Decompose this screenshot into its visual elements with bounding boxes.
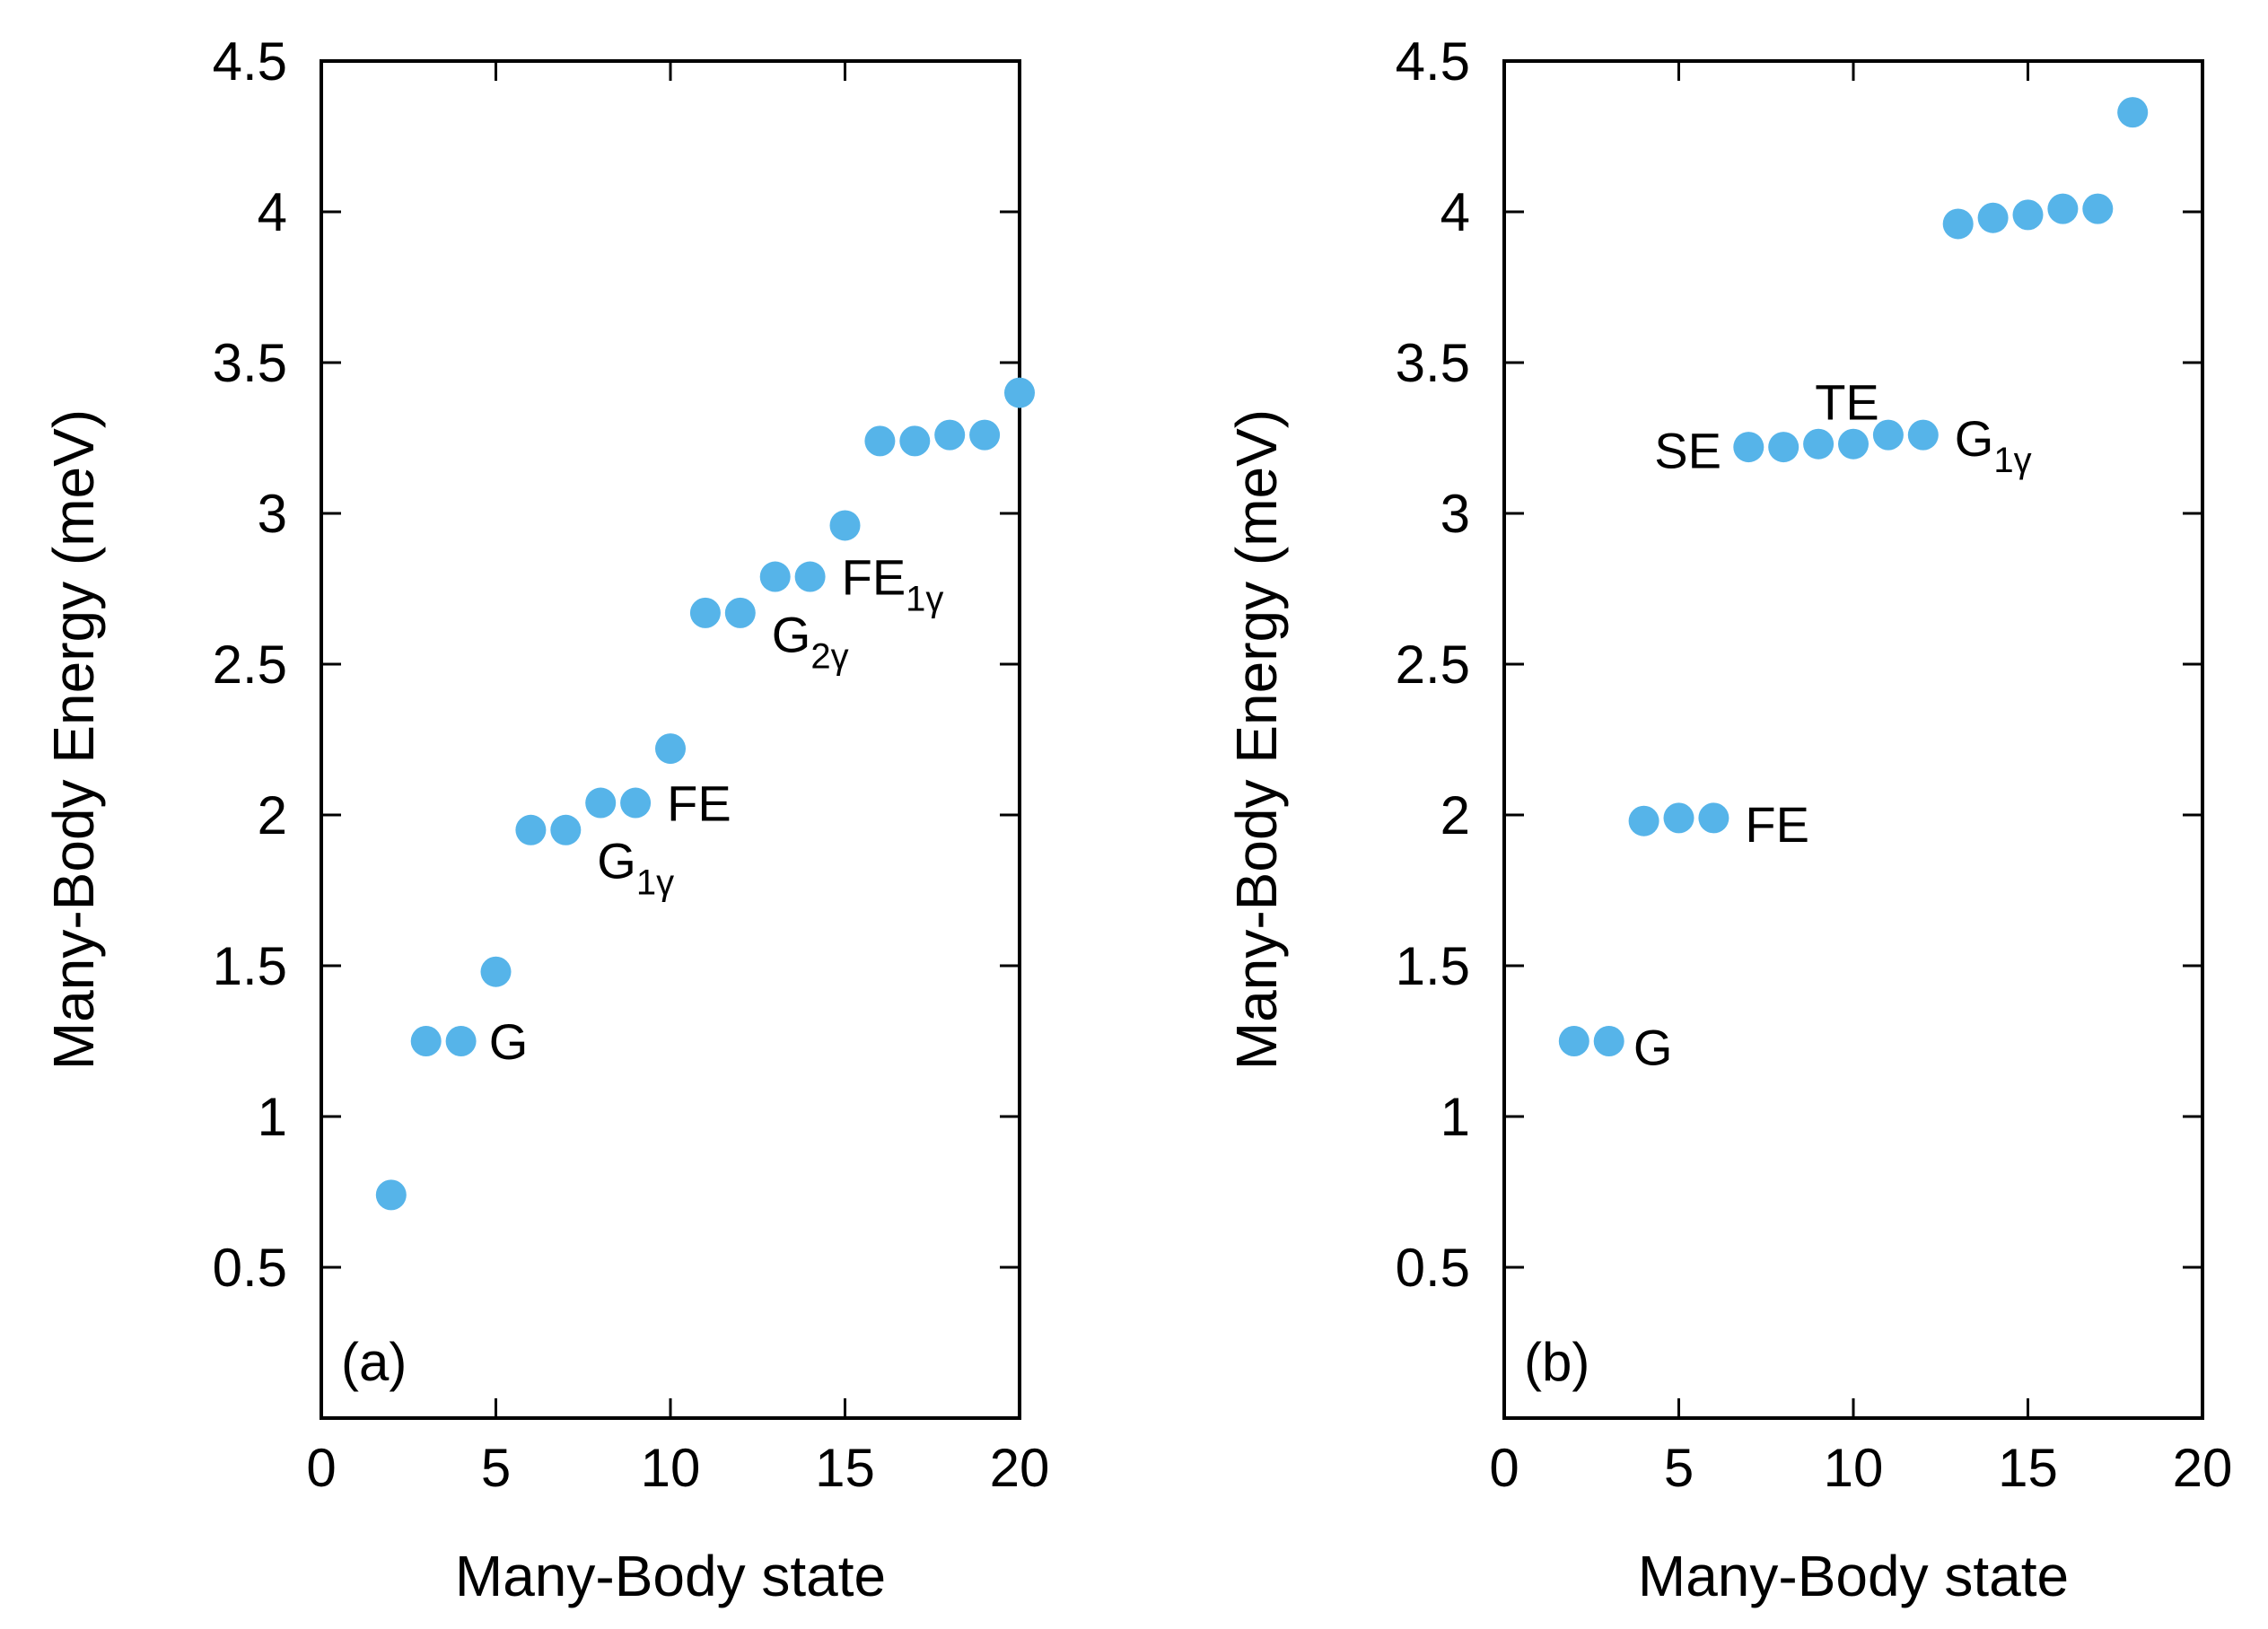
data-point (1558, 1026, 1589, 1056)
data-point (1593, 1026, 1624, 1056)
annotation-base: G (772, 606, 811, 662)
y-tick-label: 1.5 (1396, 936, 1470, 996)
data-point (2047, 193, 2079, 224)
x-tick-label: 0 (306, 1438, 336, 1498)
data-point (969, 419, 1001, 451)
data-point (759, 561, 791, 592)
data-point (1803, 428, 1835, 460)
data-point (550, 814, 582, 845)
annotation-base: G (1955, 410, 1994, 467)
data-point (724, 597, 756, 628)
y-tick-label: 2 (258, 785, 287, 845)
data-point (1838, 428, 1869, 460)
data-point (655, 733, 686, 765)
data-point (2117, 97, 2149, 128)
y-tick-label: 0.5 (213, 1238, 287, 1298)
chart-panel-b: 0.5 1 1.5 2 2.5 3 3.5 4 4.5 0 5 10 15 20 Many-Body sta… (1224, 31, 2232, 1608)
annotation-subscript: 1γ (636, 863, 674, 902)
data-point (1663, 802, 1694, 834)
data-point (410, 1026, 442, 1056)
data-point (585, 787, 617, 819)
annotation-label: FE1γ (842, 549, 944, 619)
panel-label: (b) (1524, 1332, 1589, 1392)
data-point (620, 787, 652, 819)
data-point (1872, 419, 1904, 451)
annotation-label: G (489, 1013, 529, 1070)
y-tick-label: 3.5 (1396, 333, 1470, 393)
x-tick-label: 20 (2173, 1438, 2233, 1498)
x-axis-label: Many-Body state (455, 1544, 886, 1608)
y-tick-label: 3.5 (213, 333, 287, 393)
y-tick-label: 2.5 (1396, 635, 1470, 695)
y-tick-label: 2.5 (213, 635, 287, 695)
y-tick-label: 4.5 (1396, 31, 1470, 92)
x-tick-label: 5 (481, 1438, 511, 1498)
annotation-base: FE (842, 549, 906, 606)
annotation-label: TE (1815, 374, 1879, 431)
x-tick-label: 10 (1824, 1438, 1884, 1498)
y-tick-label: 2 (1440, 785, 1470, 845)
y-tick-label: 1 (258, 1087, 287, 1147)
x-tick-label: 15 (1998, 1438, 2058, 1498)
data-point (480, 956, 512, 987)
y-tick-label: 4.5 (213, 31, 287, 92)
data-point (689, 597, 721, 628)
data-point (829, 510, 861, 541)
panel-label: (a) (341, 1332, 407, 1392)
data-point (794, 561, 826, 592)
annotation-base: G (597, 832, 636, 889)
annotation-label: G2γ (772, 606, 849, 676)
y-tick-label: 0.5 (1396, 1238, 1470, 1298)
data-point (2082, 193, 2114, 224)
chart-panel-a: 0.5 1 1.5 2 2.5 3 3.5 4 4.5 0 5 10 15 20 Many-Body sta… (41, 31, 1049, 1608)
annotation-base: FE (667, 775, 731, 832)
y-tick-label: 4 (1440, 182, 1470, 242)
data-point (2012, 199, 2044, 231)
annotation-label: G (1633, 1020, 1673, 1076)
plot-frame (320, 59, 1021, 1420)
y-tick-label: 1.5 (213, 936, 287, 996)
x-axis-label: Many-Body state (1638, 1544, 2069, 1608)
plot-frame (1502, 59, 2204, 1420)
annotation-label: SE (1654, 422, 1721, 478)
annotation-base: SE (1654, 422, 1721, 478)
y-tick-label: 4 (258, 182, 287, 242)
data-point (1977, 202, 2009, 233)
y-tick-label: 3 (1440, 484, 1470, 544)
x-tick-label: 0 (1489, 1438, 1519, 1498)
data-point (1628, 805, 1659, 836)
x-tick-label: 10 (641, 1438, 701, 1498)
annotation-subscript: 1γ (1993, 441, 2031, 480)
annotation-subscript: 2γ (810, 636, 848, 676)
y-axis-label: Many-Body Energy (meV) (1224, 409, 1289, 1070)
data-point (899, 425, 931, 457)
data-point (445, 1026, 477, 1056)
data-point (1733, 432, 1764, 463)
annotation-label: G1γ (1955, 410, 2032, 480)
x-tick-label: 5 (1664, 1438, 1694, 1498)
data-point (1907, 419, 1939, 451)
y-tick-label: 3 (258, 484, 287, 544)
annotation-subscript: 1γ (906, 580, 943, 619)
annotation-base: G (489, 1013, 529, 1070)
y-tick-label: 1 (1440, 1087, 1470, 1147)
annotation-base: FE (1745, 796, 1809, 853)
data-point (864, 425, 896, 457)
annotation-label: FE (667, 775, 731, 832)
annotation-base: G (1633, 1020, 1673, 1076)
data-point (1942, 208, 1974, 240)
data-point (1768, 432, 1800, 463)
annotation-label: FE (1745, 796, 1809, 853)
data-point (1004, 377, 1035, 408)
y-axis-label: Many-Body Energy (meV) (41, 409, 106, 1070)
annotation-base: TE (1815, 374, 1879, 431)
data-point (375, 1179, 407, 1211)
data-point (515, 814, 547, 845)
data-point (1698, 802, 1729, 834)
data-point (934, 419, 966, 451)
x-tick-label: 15 (815, 1438, 875, 1498)
annotation-label: G1γ (597, 832, 674, 902)
x-tick-label: 20 (990, 1438, 1050, 1498)
